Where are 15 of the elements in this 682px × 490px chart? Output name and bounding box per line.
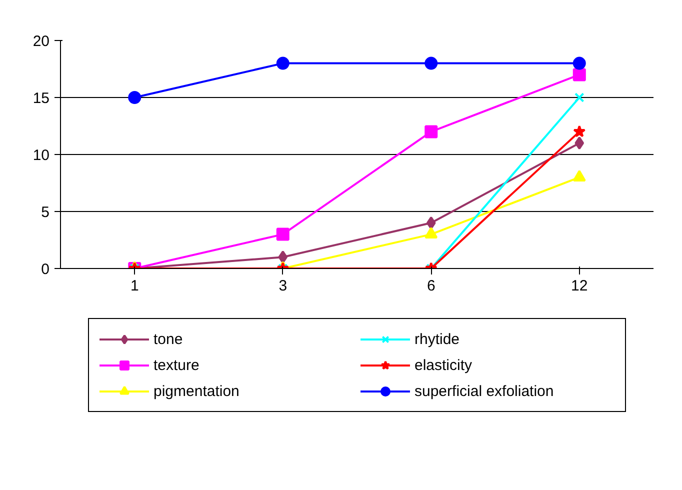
y-tick-label: 10 [32,147,50,164]
y-tick-label: 0 [41,261,50,278]
legend-label: elasticity [414,356,474,374]
legend-label: rhytide [414,330,461,348]
y-tick-label: 5 [41,204,50,221]
legend-label: texture [154,356,200,374]
x-tick-label: 3 [278,278,288,294]
y-tick-label: 20 [32,33,50,50]
legend-label: pigmentation [154,382,240,400]
legend-label: superficial exfoliation [414,382,555,400]
x-tick-label: 12 [571,278,588,294]
x-tick-label: 1 [130,278,139,294]
legend-label: tone [154,330,184,348]
y-tick-label: 15 [32,90,50,107]
x-tick-label: 6 [426,278,436,294]
